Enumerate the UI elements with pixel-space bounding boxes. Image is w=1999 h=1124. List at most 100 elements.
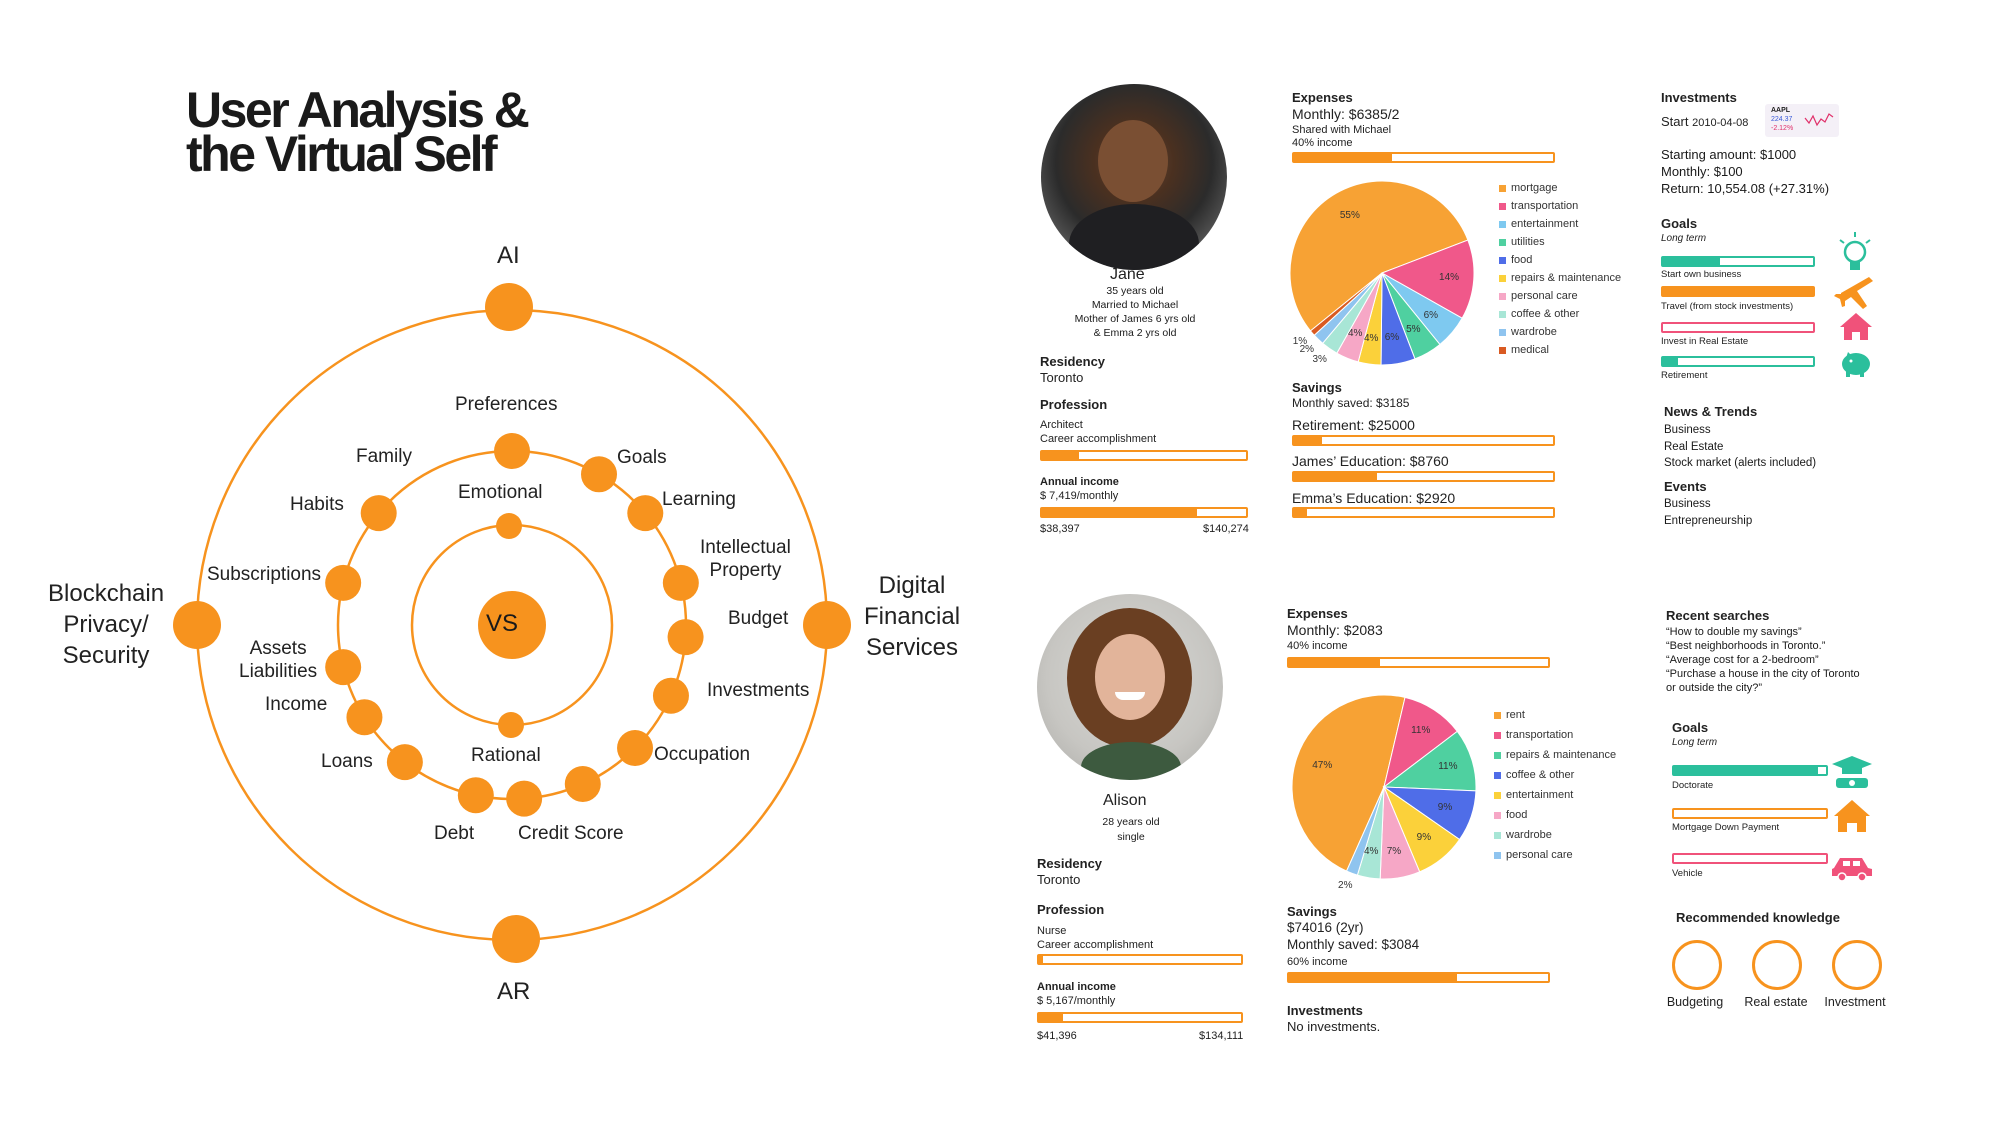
ring-node-9 xyxy=(506,780,543,817)
alison-legend-item: coffee & other xyxy=(1494,769,1574,781)
jane-events-heading: Events xyxy=(1664,479,1707,494)
alison-income-monthly: $ 5,167/monthly xyxy=(1037,995,1116,1007)
stock-widget: AAPL 224.37 -2.12% xyxy=(1765,104,1839,137)
alison-legend-swatch xyxy=(1494,791,1501,799)
jane-emma-bar xyxy=(1292,507,1555,518)
knowledge-real-estate-button[interactable] xyxy=(1752,940,1802,990)
alison-legend-item: entertainment xyxy=(1494,789,1573,801)
alison-profession-note: Career accomplishment xyxy=(1037,939,1154,951)
jane-retirement-bar xyxy=(1292,435,1555,446)
jane-legend-item: wardrobe xyxy=(1499,326,1557,338)
alison-savings-fill xyxy=(1289,974,1458,981)
jane-savings-emma: Emma’s Education: $2920 xyxy=(1292,490,1456,506)
jane-income-fill xyxy=(1042,509,1198,516)
ring-node-12 xyxy=(346,699,383,736)
alison-expenses-monthly: Monthly: $2083 xyxy=(1287,622,1383,638)
alison-profession-value: Nurse xyxy=(1037,925,1067,937)
jane-legend-label: repairs & maintenance xyxy=(1511,272,1622,284)
knowledge-investment-button[interactable] xyxy=(1832,940,1882,990)
alison-expense-pie xyxy=(1291,694,1477,880)
alison-profession-fill xyxy=(1039,956,1044,963)
alison-goal-label-mortgage: Mortgage Down Payment xyxy=(1672,822,1780,833)
jane-pie-label-1: 55% xyxy=(1339,209,1360,221)
ring-node-8 xyxy=(564,765,601,802)
jane-expenses-pct: 40% income xyxy=(1292,137,1353,149)
alison-goal-bar-vehicle xyxy=(1672,853,1828,864)
alison-legend-swatch xyxy=(1494,711,1501,719)
alison-legend-label: personal care xyxy=(1506,849,1573,861)
label-debt: Debt xyxy=(434,823,475,844)
center-vs: VS xyxy=(486,610,519,637)
stock-ticker: AAPL xyxy=(1771,107,1791,114)
jane-expenses-shared: Shared with Michael xyxy=(1292,124,1392,136)
jane-pie-label-5: 6% xyxy=(1384,332,1400,344)
jane-legend-swatch xyxy=(1499,310,1506,318)
airplane-icon xyxy=(1834,277,1873,309)
jane-legend-swatch xyxy=(1499,238,1506,246)
jane-goal-bar-retirement xyxy=(1661,356,1815,367)
jane-detail-mother: Mother of James 6 yrs old xyxy=(1074,313,1196,325)
alison-goal-label-doctorate: Doctorate xyxy=(1672,780,1714,791)
alison-legend-label: entertainment xyxy=(1506,789,1574,801)
alison-details: 28 years old single xyxy=(1050,815,1212,845)
jane-slice-mortgage xyxy=(1289,180,1469,332)
jane-goal-bar-business xyxy=(1661,256,1815,267)
ring-node-5 xyxy=(667,619,704,656)
jane-income-bar xyxy=(1040,507,1248,518)
jane-pie-label-10: 1% xyxy=(1292,336,1308,348)
alison-searches-list: “How to double my savings” “Best neighbo… xyxy=(1666,625,1860,695)
label-income: Income xyxy=(265,694,328,715)
label-habits: Habits xyxy=(290,494,344,515)
jane-savings-heading: Savings xyxy=(1292,380,1342,395)
ring-node-11 xyxy=(386,744,423,781)
jane-legend-swatch xyxy=(1499,292,1506,300)
alison-expenses-fill xyxy=(1289,659,1380,666)
jane-name: Jane xyxy=(1110,266,1145,283)
jane-profession-note: Career accomplishment xyxy=(1040,433,1157,445)
alison-pie-label-6: 7% xyxy=(1386,846,1402,858)
alison-searches-heading: Recent searches xyxy=(1666,608,1770,623)
alison-pie-label-8: 2% xyxy=(1338,880,1353,892)
ring-nodes xyxy=(325,433,704,817)
jane-slice-medical xyxy=(1309,272,1383,336)
jane-goals-heading: Goals xyxy=(1661,216,1698,231)
alison-smile xyxy=(1115,692,1145,700)
alison-legend-item: food xyxy=(1494,809,1527,821)
stock-price: 224.37 xyxy=(1771,116,1793,123)
jane-legend-label: personal care xyxy=(1511,290,1578,302)
jane-investments-heading: Investments xyxy=(1661,90,1737,105)
label-rational: Rational xyxy=(471,745,541,766)
jane-james-fill xyxy=(1294,473,1377,480)
lightbulb-icon xyxy=(1839,232,1871,270)
jane-profession-heading: Profession xyxy=(1040,397,1108,412)
alison-legend-item: wardrobe xyxy=(1494,829,1552,841)
page-title: User Analysis & the Virtual Self xyxy=(186,85,530,179)
jane-legend-label: food xyxy=(1511,254,1533,266)
alison-legend-swatch xyxy=(1494,731,1501,739)
label-ar: AR xyxy=(497,978,531,1005)
jane-news-heading: News & Trends xyxy=(1664,404,1758,419)
alison-shirt xyxy=(1081,742,1181,780)
alison-legend-swatch xyxy=(1494,751,1501,759)
alison-savings-total: $74016 (2yr) xyxy=(1287,920,1364,935)
ring-node-14 xyxy=(325,564,362,601)
alison-search-1: “How to double my savings” xyxy=(1666,626,1802,638)
alison-name: Alison xyxy=(1103,792,1147,809)
jane-legend-item: medical xyxy=(1499,344,1549,356)
alison-savings-bar xyxy=(1287,972,1550,983)
alison-legend-item: transportation xyxy=(1494,729,1573,741)
ring-node-4 xyxy=(662,564,699,601)
jane-savings-monthly: Monthly saved: $3185 xyxy=(1292,396,1410,410)
stock-sparkline-icon xyxy=(1804,113,1834,127)
knowledge-budgeting-button[interactable] xyxy=(1672,940,1722,990)
alison-income-bar xyxy=(1037,1012,1243,1023)
jane-pie-label-6: 4% xyxy=(1364,332,1379,344)
jane-residency-value: Toronto xyxy=(1040,370,1084,385)
alison-knowledge-heading: Recommended knowledge xyxy=(1676,910,1840,925)
jane-legend-swatch xyxy=(1499,220,1506,228)
jane-invest-lines: Starting amount: $1000 Monthly: $100 Ret… xyxy=(1661,146,1829,197)
jane-income-monthly: $ 7,419/monthly xyxy=(1040,490,1119,502)
label-credit-score: Credit Score xyxy=(518,823,624,844)
alison-pie-label-4: 9% xyxy=(1437,802,1453,814)
